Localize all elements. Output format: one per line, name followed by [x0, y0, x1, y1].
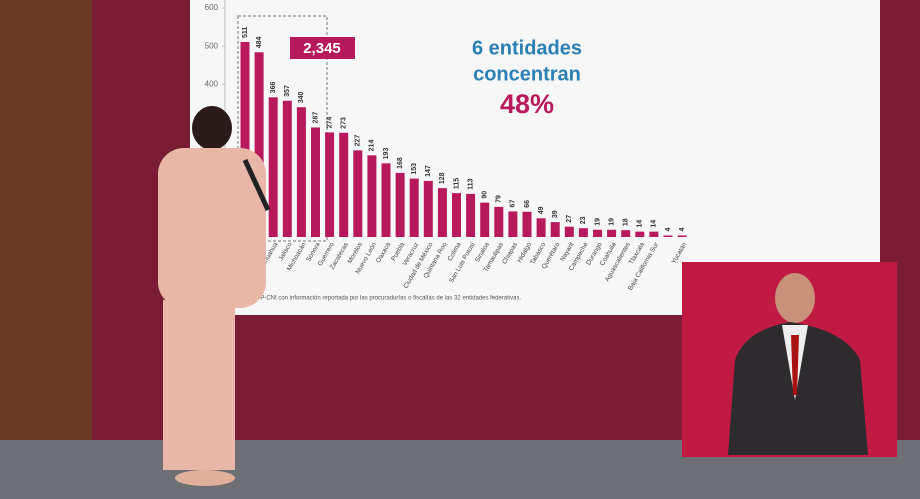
y-tick-label: 500	[205, 41, 219, 50]
total-label: 2,345	[303, 40, 341, 57]
bar	[508, 211, 518, 237]
value-label: 4	[665, 227, 672, 231]
total-box	[290, 37, 355, 59]
value-label: 67	[510, 200, 517, 208]
bar	[466, 193, 476, 237]
value-label: 274	[326, 117, 333, 129]
headline: concentran	[473, 63, 581, 85]
value-label: 214	[369, 140, 376, 152]
y-tick-label: 600	[205, 3, 219, 12]
value-label: 27	[566, 215, 573, 223]
value-label: 227	[355, 135, 362, 147]
value-label: 14	[637, 220, 644, 228]
value-label: 511	[242, 27, 249, 38]
bar	[480, 202, 490, 237]
value-label: 19	[608, 218, 615, 226]
bar	[649, 231, 659, 237]
value-label: 147	[425, 165, 432, 177]
presenter	[158, 106, 271, 486]
value-label: 287	[312, 112, 319, 124]
headline: 6 entidades	[472, 37, 582, 59]
bar	[381, 163, 391, 237]
bar	[311, 127, 320, 237]
value-label: 79	[496, 195, 503, 203]
value-label: 18	[623, 218, 630, 226]
value-label: 168	[397, 157, 404, 169]
bar	[437, 188, 447, 237]
highlight-box	[237, 15, 328, 242]
bar	[254, 52, 264, 238]
bar	[663, 235, 673, 237]
value-label: 366	[270, 82, 277, 94]
bar	[677, 235, 687, 237]
bar	[635, 231, 645, 237]
bar	[353, 150, 363, 237]
bar	[536, 218, 546, 237]
share-label: 48%	[500, 89, 554, 119]
bar	[282, 100, 292, 238]
bar	[409, 178, 419, 237]
source: SESNSP-CNI con información reportada por…	[240, 296, 521, 302]
bar	[395, 172, 405, 237]
interpreter	[728, 273, 868, 455]
value-label: 19	[594, 218, 601, 226]
bar	[494, 206, 504, 237]
value-label: 193	[383, 148, 390, 160]
bar	[240, 41, 250, 237]
value-label: 484	[256, 36, 263, 48]
value-label: 23	[580, 216, 587, 224]
value-label: 128	[439, 172, 446, 184]
bar	[550, 222, 560, 237]
value-label: 39	[552, 210, 559, 218]
bar	[522, 211, 532, 237]
bar	[296, 107, 306, 237]
bar	[339, 132, 349, 237]
value-label: 14	[651, 220, 658, 228]
value-label: 49	[538, 206, 545, 214]
value-label: 90	[482, 191, 489, 199]
wood-wall	[0, 0, 92, 440]
bar	[621, 230, 631, 237]
value-label: 113	[467, 178, 474, 189]
bar	[578, 228, 588, 237]
y-tick-label: 400	[205, 79, 219, 88]
value-label: 357	[284, 85, 291, 97]
value-label: 66	[524, 200, 531, 208]
bar	[423, 180, 433, 237]
value-label: 153	[411, 163, 418, 175]
value-label: 340	[298, 91, 305, 103]
value-label: 4	[679, 227, 686, 231]
bar	[452, 193, 461, 237]
bar	[268, 97, 278, 237]
bar	[564, 226, 574, 237]
bar	[593, 229, 602, 237]
value-label: 273	[341, 117, 348, 129]
bar	[607, 229, 617, 237]
bar	[325, 132, 335, 237]
value-label: 115	[453, 178, 460, 189]
bar	[367, 155, 377, 237]
